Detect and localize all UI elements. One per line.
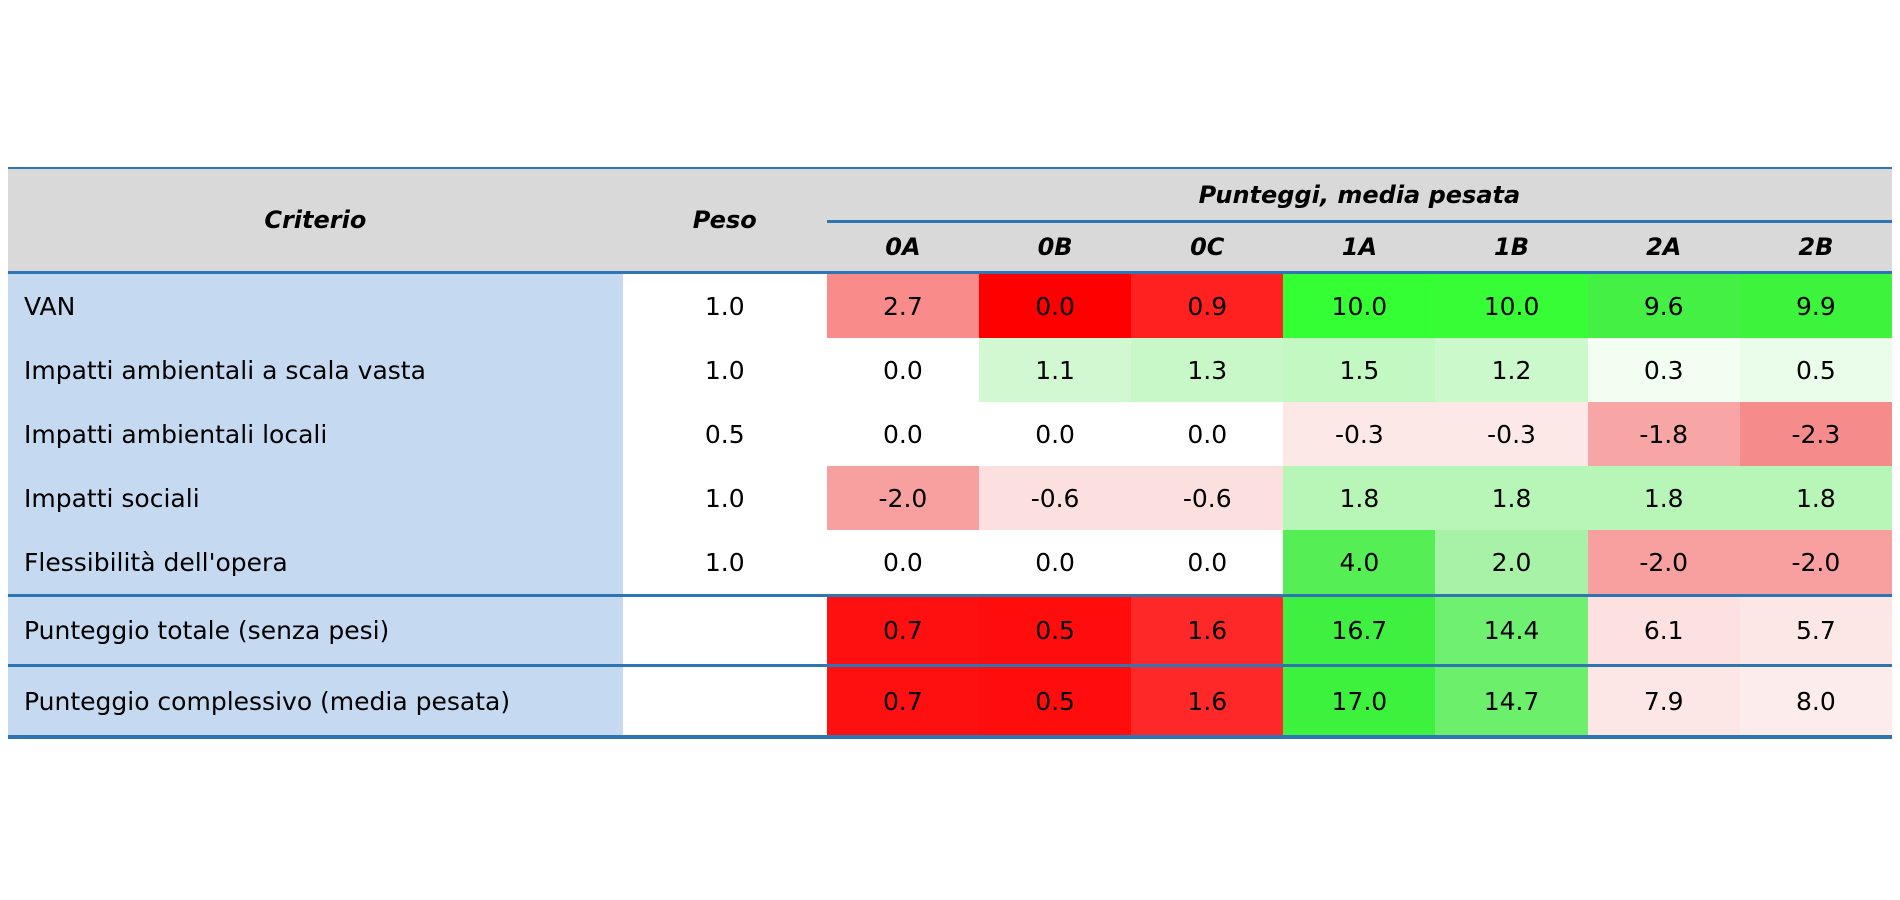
score-cell: 17.0 [1283, 664, 1436, 739]
table-row-total: Punteggio totale (senza pesi) 0.7 0.5 1.… [8, 594, 1892, 666]
row-peso [622, 594, 827, 666]
header-peso: Peso [622, 169, 827, 273]
row-peso: 1.0 [622, 466, 827, 530]
header-col-1b: 1B [1435, 221, 1588, 273]
header-col-1a: 1A [1283, 221, 1436, 273]
header-col-0b: 0B [979, 221, 1132, 273]
header-col-2a: 2A [1587, 221, 1740, 273]
score-cell: 14.7 [1435, 664, 1588, 739]
row-peso: 1.0 [622, 271, 827, 338]
score-cell: 1.3 [1131, 338, 1284, 402]
row-peso: 0.5 [622, 402, 827, 466]
row-label: Punteggio totale (senza pesi) [8, 594, 623, 666]
score-cell: 1.1 [979, 338, 1132, 402]
table-row: Impatti ambientali a scala vasta 1.0 0.0… [8, 338, 1892, 402]
score-cell: -0.3 [1435, 402, 1588, 466]
score-cell: 6.1 [1587, 594, 1740, 666]
score-cell: 0.0 [979, 530, 1132, 596]
score-cell: 2.0 [1435, 530, 1588, 596]
score-cell: 9.6 [1587, 271, 1740, 338]
header-criterio: Criterio [8, 169, 623, 273]
score-cell: 1.6 [1131, 664, 1284, 739]
row-label: Impatti ambientali locali [8, 402, 623, 466]
header-punteggi-group: Punteggi, media pesata [826, 169, 1892, 223]
score-cell: 1.8 [1283, 466, 1436, 530]
row-label: VAN [8, 271, 623, 338]
row-label: Punteggio complessivo (media pesata) [8, 664, 623, 739]
score-cell: 10.0 [1435, 271, 1588, 338]
table-header: Criterio Peso Punteggi, media pesata 0A … [8, 169, 1892, 273]
score-cell: 0.0 [979, 271, 1132, 338]
score-cell: -0.3 [1283, 402, 1436, 466]
score-cell: 9.9 [1739, 271, 1892, 338]
score-cell: 2.7 [826, 271, 979, 338]
row-label: Impatti sociali [8, 466, 623, 530]
score-cell: 1.8 [1587, 466, 1740, 530]
score-cell: -1.8 [1587, 402, 1740, 466]
table-row: VAN 1.0 2.7 0.0 0.9 10.0 10.0 9.6 9.9 [8, 271, 1892, 338]
row-peso [622, 664, 827, 739]
score-cell: 0.5 [1739, 338, 1892, 402]
score-cell: 14.4 [1435, 594, 1588, 666]
header-col-2b: 2B [1739, 221, 1892, 273]
score-cell: 0.0 [826, 338, 979, 402]
table-body: VAN 1.0 2.7 0.0 0.9 10.0 10.0 9.6 9.9 Im… [8, 271, 1892, 739]
score-cell: 0.0 [1131, 402, 1284, 466]
score-cell: 0.5 [979, 594, 1132, 666]
score-cell: -2.0 [1739, 530, 1892, 596]
score-cell: 1.6 [1131, 594, 1284, 666]
score-cell: 8.0 [1739, 664, 1892, 739]
score-cell: -2.3 [1739, 402, 1892, 466]
score-cell: 0.7 [826, 664, 979, 739]
score-cell: 1.8 [1739, 466, 1892, 530]
scores-table: Criterio Peso Punteggi, media pesata 0A … [8, 169, 1892, 739]
score-cell: 4.0 [1283, 530, 1436, 596]
score-cell: -0.6 [979, 466, 1132, 530]
table-row: Flessibilità dell'opera 1.0 0.0 0.0 0.0 … [8, 530, 1892, 596]
score-cell: -2.0 [1587, 530, 1740, 596]
score-cell: 16.7 [1283, 594, 1436, 666]
score-cell: 0.0 [979, 402, 1132, 466]
row-label: Impatti ambientali a scala vasta [8, 338, 623, 402]
header-col-0c: 0C [1131, 221, 1284, 273]
score-cell: 0.3 [1587, 338, 1740, 402]
row-peso: 1.0 [622, 530, 827, 596]
score-cell: -2.0 [826, 466, 979, 530]
score-cell: 0.5 [979, 664, 1132, 739]
score-cell: 1.5 [1283, 338, 1436, 402]
score-cell: 0.7 [826, 594, 979, 666]
score-cell: 5.7 [1739, 594, 1892, 666]
header-col-0a: 0A [826, 221, 979, 273]
row-peso: 1.0 [622, 338, 827, 402]
table-row: Impatti ambientali locali 0.5 0.0 0.0 0.… [8, 402, 1892, 466]
row-label: Flessibilità dell'opera [8, 530, 623, 596]
score-cell: 1.2 [1435, 338, 1588, 402]
score-cell: -0.6 [1131, 466, 1284, 530]
score-cell: 0.9 [1131, 271, 1284, 338]
scores-table-wrapper: Criterio Peso Punteggi, media pesata 0A … [8, 169, 1892, 739]
score-cell: 10.0 [1283, 271, 1436, 338]
score-cell: 0.0 [826, 530, 979, 596]
table-row: Impatti sociali 1.0 -2.0 -0.6 -0.6 1.8 1… [8, 466, 1892, 530]
score-cell: 0.0 [826, 402, 979, 466]
table-row-weighted-total: Punteggio complessivo (media pesata) 0.7… [8, 664, 1892, 739]
score-cell: 7.9 [1587, 664, 1740, 739]
score-cell: 0.0 [1131, 530, 1284, 596]
score-cell: 1.8 [1435, 466, 1588, 530]
